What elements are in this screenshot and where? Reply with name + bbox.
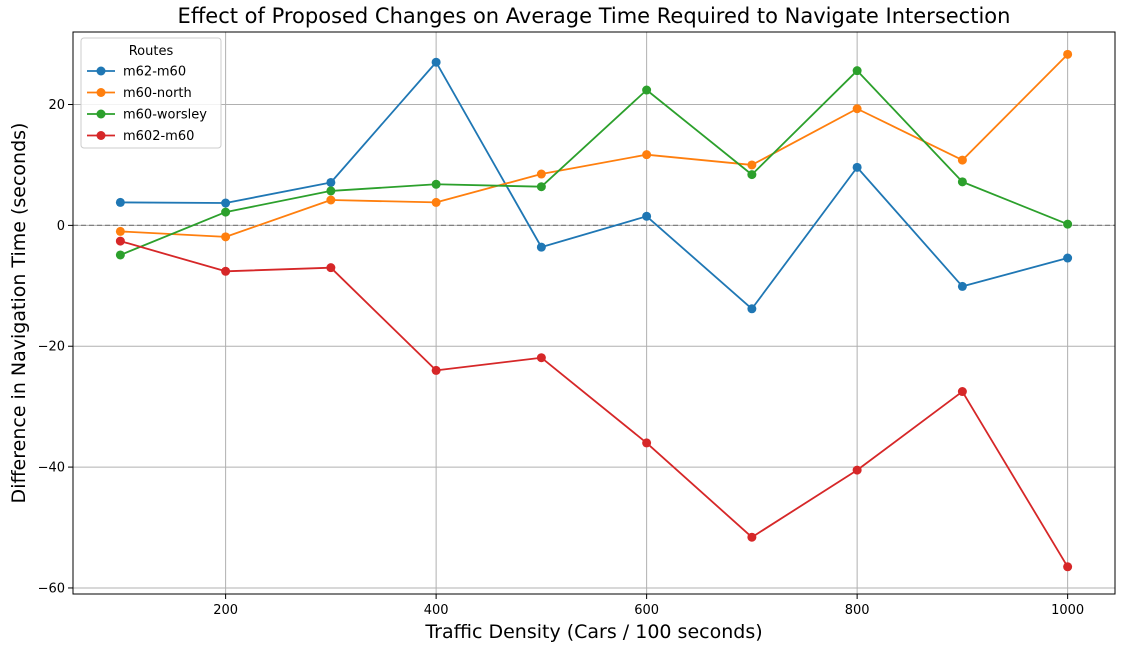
legend-label-m60-worsley: m60-worsley: [123, 108, 207, 123]
plot-frame: [72, 31, 1116, 595]
series-line-m602-m60: [120, 240, 1069, 568]
data-point-m60-worsley: [221, 207, 231, 217]
data-point-m60-north: [642, 150, 652, 160]
data-point-m62-m60: [221, 198, 231, 208]
data-point-m602-m60: [221, 266, 231, 276]
data-point-m60-north: [115, 226, 125, 236]
data-point-m62-m60: [852, 162, 862, 172]
y-tick-label: 0: [57, 219, 65, 234]
data-point-m60-north: [431, 197, 441, 207]
data-point-m602-m60: [536, 353, 546, 363]
legend-swatch-marker: [96, 66, 106, 76]
legend-label-m60-north: m60-north: [123, 86, 192, 101]
data-point-m60-worsley: [642, 85, 652, 95]
data-point-m60-worsley: [1063, 219, 1073, 229]
legend-box: [80, 37, 222, 149]
plot-area: 200 400 600 800 1000 −60 −40 −20 0 20 Routes m62-m6…: [38, 31, 1116, 618]
data-point-m60-north: [221, 232, 231, 242]
data-point-m60-worsley: [852, 66, 862, 76]
data-point-m60-north: [957, 155, 967, 165]
x-tick-label: 400: [424, 603, 449, 618]
data-point-m60-north: [536, 169, 546, 179]
y-tick-label: −40: [38, 461, 65, 476]
data-point-m60-north: [326, 195, 336, 205]
data-point-m62-m60: [326, 177, 336, 187]
y-tick-label: 20: [48, 98, 65, 113]
x-tick-label: 800: [845, 603, 870, 618]
data-point-m602-m60: [747, 532, 757, 542]
chart-title: Effect of Proposed Changes on Average Ti…: [178, 4, 1011, 28]
x-axis-label: Traffic Density (Cars / 100 seconds): [424, 621, 762, 643]
data-point-m60-worsley: [747, 170, 757, 180]
data-point-m62-m60: [431, 57, 441, 67]
data-point-m62-m60: [957, 281, 967, 291]
data-point-m602-m60: [852, 465, 862, 475]
data-point-m60-north: [747, 160, 757, 170]
legend-swatch-marker: [96, 109, 106, 119]
data-point-m60-worsley: [431, 179, 441, 189]
data-point-m60-north: [1063, 49, 1073, 59]
series-line-m62-m60: [120, 61, 1068, 310]
data-point-m62-m60: [1063, 253, 1073, 263]
data-point-m60-worsley: [957, 177, 967, 187]
legend-label-m602-m60: m602-m60: [123, 129, 194, 144]
y-tick-label: −60: [38, 581, 65, 596]
x-tick-label: 600: [634, 603, 659, 618]
x-tick-label: 200: [213, 603, 238, 618]
series-line-m60-north: [120, 53, 1069, 238]
data-point-m62-m60: [536, 242, 546, 252]
data-point-m60-worsley: [326, 186, 336, 196]
data-point-m60-north: [852, 104, 862, 114]
series-line-m60-worsley: [120, 69, 1068, 256]
data-point-m60-worsley: [115, 250, 125, 260]
data-point-m602-m60: [431, 365, 441, 375]
legend-title: Routes: [129, 44, 174, 59]
data-point-m62-m60: [642, 211, 652, 221]
data-point-m62-m60: [115, 197, 125, 207]
legend-label-m62-m60: m62-m60: [123, 65, 186, 80]
data-point-m62-m60: [747, 304, 757, 314]
data-point-m602-m60: [1063, 562, 1073, 572]
data-point-m602-m60: [326, 263, 336, 273]
data-point-m602-m60: [957, 387, 967, 397]
y-tick-label: −20: [38, 340, 65, 355]
legend-swatch-marker: [96, 131, 106, 140]
y-axis-label: Difference in Navigation Time (seconds): [8, 123, 30, 504]
data-point-m60-worsley: [536, 182, 546, 192]
x-tick-label: 1000: [1051, 603, 1084, 618]
legend-swatch-marker: [96, 88, 106, 97]
data-point-m602-m60: [115, 236, 125, 246]
data-point-m602-m60: [642, 438, 652, 448]
